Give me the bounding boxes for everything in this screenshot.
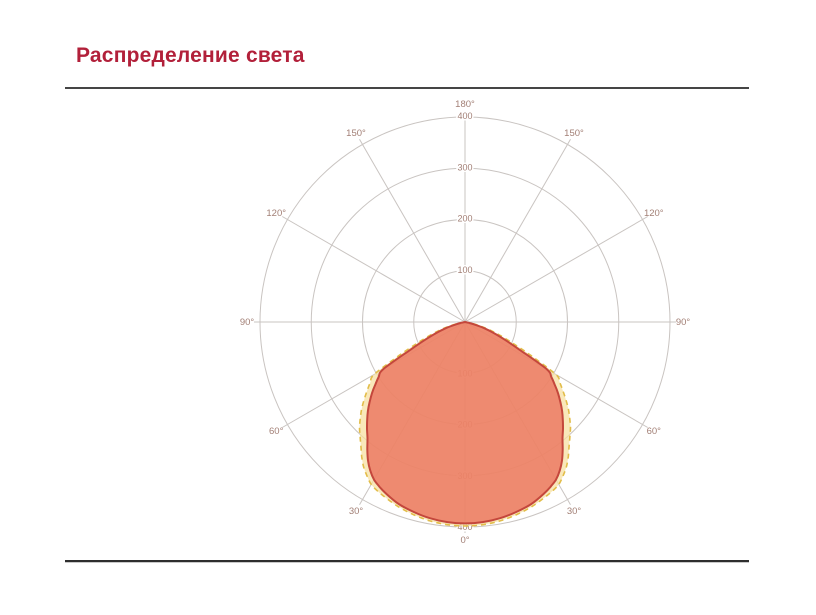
radial-tick-top: 200: [457, 214, 472, 224]
angle-label: 120°: [644, 208, 664, 219]
grid-spoke: [282, 216, 466, 323]
radial-tick-top: 100: [457, 265, 472, 275]
grid-spoke: [464, 139, 571, 323]
grid-spoke: [359, 139, 466, 323]
angle-label: 150°: [346, 128, 366, 139]
angle-label: 120°: [266, 208, 286, 219]
radial-tick-top: 400: [457, 111, 472, 121]
angle-label: 60°: [269, 426, 284, 437]
angle-label: 30°: [567, 506, 582, 517]
angle-label: 180°: [455, 99, 475, 110]
footer-divider: [65, 560, 749, 562]
title-divider: [65, 87, 749, 89]
angle-labels: 0° 30° 30° 60° 60° 90° 90° 120° 120° 150° 150° 180°: [240, 99, 691, 546]
grid-spoke: [464, 216, 648, 323]
solid-curve: [366, 321, 564, 525]
angle-label: 90°: [676, 317, 691, 328]
angle-label: 60°: [647, 426, 662, 437]
angle-label: 30°: [349, 506, 364, 517]
page-title: Распределение света: [76, 44, 305, 67]
radial-tick-top: 300: [457, 162, 472, 172]
angle-label: 90°: [240, 317, 255, 328]
angle-label: 0°: [460, 535, 469, 546]
angle-label: 150°: [564, 128, 584, 139]
